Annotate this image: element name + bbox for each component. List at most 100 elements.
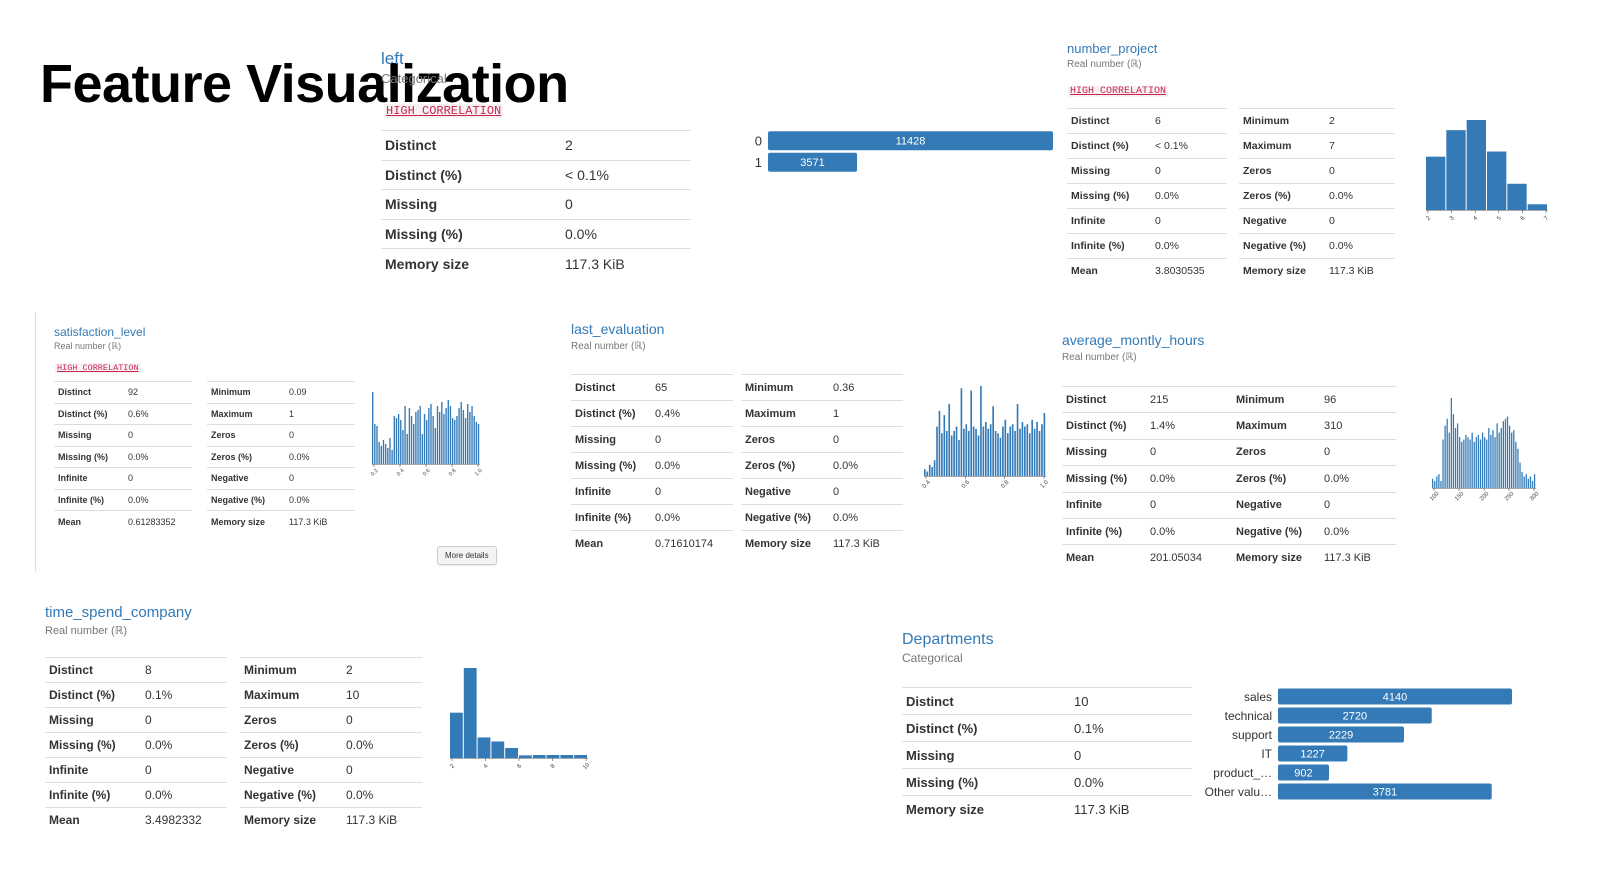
stats-row: Missing (%) 0.0% [381, 218, 691, 249]
stat-label: Zeros [1232, 438, 1320, 466]
histogram-bar [532, 755, 546, 758]
histogram-bar [1529, 476, 1532, 488]
stat-value: 10 [1070, 687, 1192, 715]
histogram-bar [1488, 428, 1490, 488]
stat-value: 0.0% [1325, 183, 1395, 209]
more-details-button[interactable]: More details [437, 546, 497, 565]
stat-value: 0 [1146, 491, 1234, 519]
stats-row: Infinite 0 [54, 467, 192, 489]
category-bar [1278, 688, 1512, 705]
variable-type-Departments: Categorical [902, 651, 963, 665]
stats-row: Maximum 10 [240, 682, 422, 708]
histogram-bar [458, 408, 460, 464]
histogram-bar [384, 444, 387, 464]
stats-row: Missing 0 [45, 707, 227, 733]
stat-label: Infinite [571, 478, 651, 505]
histogram-bar [1016, 404, 1019, 476]
stat-value: 0.0% [829, 504, 903, 531]
stat-value: < 0.1% [561, 159, 691, 190]
stat-label: Infinite [54, 467, 124, 489]
stat-label: Missing (%) [902, 768, 1070, 796]
histogram-bar [372, 392, 374, 464]
category-bar [1278, 707, 1432, 724]
histogram-bar [519, 755, 532, 758]
variable-name-Departments[interactable]: Departments [902, 631, 994, 648]
histogram-bar [447, 400, 449, 464]
stats-row: Distinct (%) < 0.1% [1067, 133, 1227, 159]
histogram-bar [1448, 432, 1450, 488]
stat-label: Distinct (%) [45, 682, 141, 708]
stat-value: 0.0% [561, 218, 691, 249]
histogram-bar [936, 426, 938, 476]
histogram-bar [1517, 448, 1519, 488]
stat-value: 215 [1146, 385, 1234, 413]
histogram-bar [475, 422, 478, 464]
stat-label: Distinct (%) [54, 402, 124, 425]
stat-label: Memory size [240, 807, 342, 833]
variable-name-number-project[interactable]: number_project [1067, 41, 1158, 56]
stat-label: Memory size [1232, 544, 1320, 572]
stat-value: 0.0% [124, 488, 192, 511]
variable-name-time-spend-company[interactable]: time_spend_company [45, 604, 192, 621]
stat-value: 0.0% [1070, 768, 1192, 796]
stat-value: 0.0% [829, 452, 903, 479]
stats-row: Distinct (%) 0.1% [45, 682, 227, 708]
variable-name-average-montly-hours[interactable]: average_montly_hours [1062, 332, 1205, 348]
stat-label: Distinct (%) [1067, 133, 1151, 159]
stats-row: Infinite (%) 0.0% [54, 488, 192, 511]
high-correlation-badge[interactable]: HIGH CORRELATION [384, 104, 504, 118]
stat-label: Memory size [741, 530, 829, 557]
stat-label: Negative [1239, 208, 1325, 234]
stat-label: Negative [1232, 491, 1320, 519]
stat-value: 0.0% [342, 732, 422, 758]
stat-label: Mean [1062, 544, 1146, 572]
stat-value: 0.0% [285, 445, 355, 468]
bar-value-label: 3781 [1373, 786, 1397, 798]
stat-value: 117.3 KiB [1325, 258, 1395, 284]
stats-row: Infinite (%) 0.0% [571, 504, 733, 531]
histogram-bar [378, 442, 380, 464]
histogram-bar [1465, 434, 1467, 488]
high-correlation-badge[interactable]: HIGH CORRELATION [1068, 86, 1169, 97]
histogram-bar [393, 416, 395, 464]
stat-label: Negative [207, 467, 285, 489]
histogram-bar [419, 406, 421, 464]
histogram-bar [931, 467, 933, 476]
high-correlation-badge[interactable]: HIGH CORRELATION [55, 363, 141, 373]
variable-name-satisfaction-level[interactable]: satisfaction_level [54, 325, 146, 339]
stat-label: Zeros [207, 424, 285, 446]
stat-label: Minimum [741, 374, 829, 401]
stats-row: Distinct (%) 0.6% [54, 402, 192, 425]
stats-row: Memory size 117.3 KiB [381, 248, 691, 279]
stat-label: Memory size [1239, 258, 1325, 284]
stats-table: Distinct 65 Distinct (%) 0.4% Missing 0 Missin… [571, 374, 733, 557]
histogram-bar [1469, 439, 1471, 488]
stat-label: Missing [1062, 438, 1146, 466]
histogram-bar [1487, 151, 1507, 210]
stats-row: Negative (%) 0.0% [1239, 233, 1395, 259]
stat-value: 201.05034 [1146, 544, 1234, 572]
histogram-bar [994, 431, 997, 476]
stat-label: Distinct [381, 130, 561, 161]
variable-name-last-evaluation[interactable]: last_evaluation [571, 321, 665, 337]
stat-value: 0.0% [1146, 517, 1234, 545]
stat-value: < 0.1% [1151, 133, 1227, 159]
histogram-bar [1002, 426, 1004, 476]
stat-label: Infinite (%) [45, 782, 141, 808]
bar-value-label: 2720 [1343, 710, 1367, 722]
stat-value: 0.71610174 [651, 530, 733, 557]
histogram-bar [1490, 434, 1492, 488]
histogram-bar [1436, 476, 1438, 488]
histogram-bar [967, 431, 970, 476]
histogram-bar [997, 433, 999, 476]
variable-name-left[interactable]: left [381, 49, 404, 68]
stats-row: Distinct 10 [902, 687, 1192, 715]
histogram-bar [963, 428, 965, 476]
stats-row: Missing 0 [1062, 438, 1234, 466]
stats-row: Negative 0 [207, 467, 355, 489]
stats-table: Minimum 0.36 Maximum 1 Zeros 0 Zeros (%) 0.0% Ne… [741, 374, 903, 557]
stat-value: 0 [1070, 741, 1192, 769]
stats-row: Infinite (%) 0.0% [1067, 233, 1227, 259]
x-tick-label: 1.0 [1040, 479, 1051, 490]
stat-label: Zeros [741, 426, 829, 453]
